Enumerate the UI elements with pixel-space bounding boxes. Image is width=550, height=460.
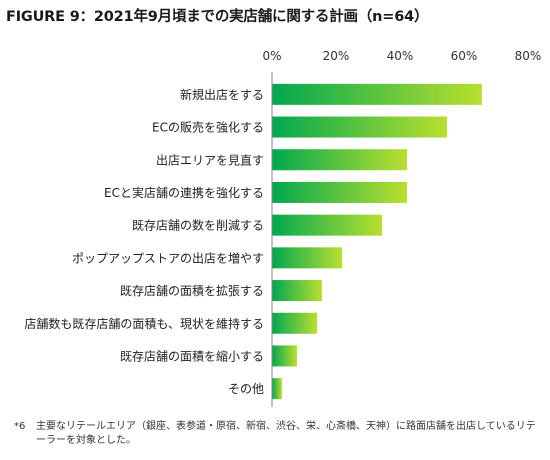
bar [272,83,482,105]
x-tick-label: 60% [451,49,478,63]
bar [272,247,343,269]
bar [272,280,322,302]
footnote-mark: *6 [14,421,26,432]
category-label: 既存店舗の数を削減する [132,218,264,233]
footnote-text: 主要なリテールエリア（銀座、表参道・原宿、新宿、渋谷、栄、心斎橋、天神）に路面店… [36,421,536,446]
category-label: ECと実店舗の連携を強化する [104,185,264,200]
bar [272,116,448,138]
bar [272,312,318,334]
x-tick-label: 0% [262,49,281,63]
category-label: その他 [228,382,264,396]
category-label: 店舗数も既存店舗の面積も、現状を維持する [24,316,264,331]
bar [272,378,282,400]
category-label: 既存店舗の面積を拡張する [120,283,264,298]
category-label: ポップアップストアの出店を増やす [72,251,264,265]
bar [272,345,297,367]
bar-chart: 0% 20% 40% 60% 80% 新規出店をする ECの販売を強化する出店エリアを見直… [24,49,541,407]
category-label: ECの販売を強化する [152,120,264,135]
category-label: 出店エリアを見直す [156,153,264,167]
bar [272,181,408,203]
category-label: 既存店舗の面積を縮小する [120,348,264,363]
bar [272,214,383,236]
category-label: 新規出店をする [180,87,264,102]
footnote: *6 主要なリテールエリア（銀座、表参道・原宿、新宿、渋谷、栄、心斎橋、天神）に… [14,420,544,448]
chart-title: FIGURE 9：2021年9月頃までの実店舗に関する計画（n=64） [6,9,429,25]
bar [272,149,408,171]
x-tick-label: 20% [323,49,350,63]
x-axis-ticks: 0% 20% 40% 60% 80% [262,49,541,63]
x-tick-label: 80% [515,49,542,63]
bars [272,83,482,400]
x-tick-label: 40% [387,49,414,63]
